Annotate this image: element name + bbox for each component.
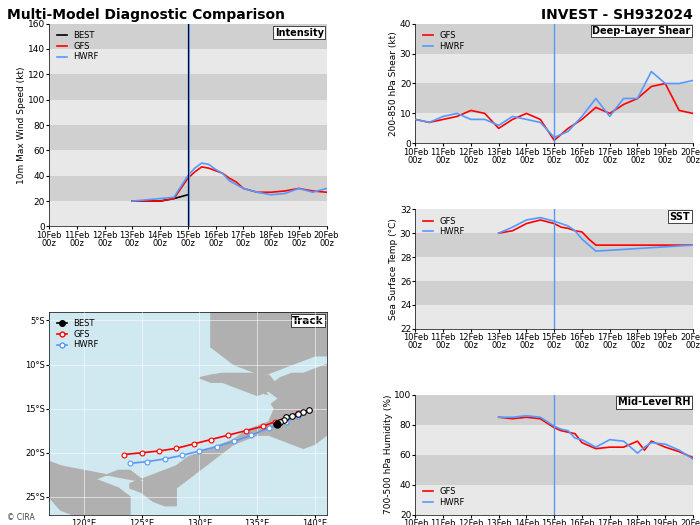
- Polygon shape: [199, 373, 274, 395]
- Bar: [415, 455, 693, 485]
- Bar: [49, 100, 327, 125]
- Polygon shape: [49, 391, 327, 506]
- Y-axis label: 200-850 hPa Shear (kt): 200-850 hPa Shear (kt): [389, 31, 398, 136]
- Bar: [49, 150, 327, 176]
- Legend: GFS, HWRF: GFS, HWRF: [419, 213, 468, 240]
- Text: © CIRA: © CIRA: [7, 513, 35, 522]
- Text: Track: Track: [292, 316, 324, 326]
- Legend: BEST, GFS, HWRF: BEST, GFS, HWRF: [53, 28, 102, 65]
- Bar: [415, 485, 693, 514]
- Bar: [49, 125, 327, 150]
- Bar: [415, 395, 693, 425]
- Text: Mid-Level RH: Mid-Level RH: [617, 397, 690, 407]
- Legend: BEST, GFS, HWRF: BEST, GFS, HWRF: [53, 316, 102, 353]
- Bar: [415, 257, 693, 281]
- Polygon shape: [199, 395, 278, 435]
- Y-axis label: Sea Surface Temp (°C): Sea Surface Temp (°C): [389, 218, 398, 320]
- Polygon shape: [49, 461, 130, 514]
- Bar: [49, 176, 327, 201]
- Bar: [415, 305, 693, 329]
- Polygon shape: [211, 312, 327, 373]
- Bar: [415, 113, 693, 143]
- Bar: [49, 49, 327, 75]
- Bar: [49, 24, 327, 49]
- Bar: [415, 209, 693, 233]
- Legend: GFS, HWRF: GFS, HWRF: [419, 28, 468, 54]
- Y-axis label: 10m Max Wind Speed (kt): 10m Max Wind Speed (kt): [18, 66, 26, 184]
- Bar: [415, 24, 693, 54]
- Bar: [415, 425, 693, 455]
- Text: Intensity: Intensity: [275, 28, 324, 38]
- Text: Deep-Layer Shear: Deep-Layer Shear: [592, 26, 690, 36]
- Bar: [415, 281, 693, 305]
- Text: INVEST - SH932024: INVEST - SH932024: [541, 8, 693, 22]
- Bar: [415, 233, 693, 257]
- Bar: [49, 201, 327, 226]
- Y-axis label: 700-500 hPa Humidity (%): 700-500 hPa Humidity (%): [384, 395, 393, 514]
- Legend: GFS, HWRF: GFS, HWRF: [419, 484, 468, 510]
- Bar: [415, 83, 693, 113]
- Bar: [415, 54, 693, 83]
- Text: SST: SST: [670, 212, 690, 222]
- Text: Multi-Model Diagnostic Comparison: Multi-Model Diagnostic Comparison: [7, 8, 285, 22]
- Polygon shape: [269, 364, 327, 422]
- Bar: [49, 75, 327, 100]
